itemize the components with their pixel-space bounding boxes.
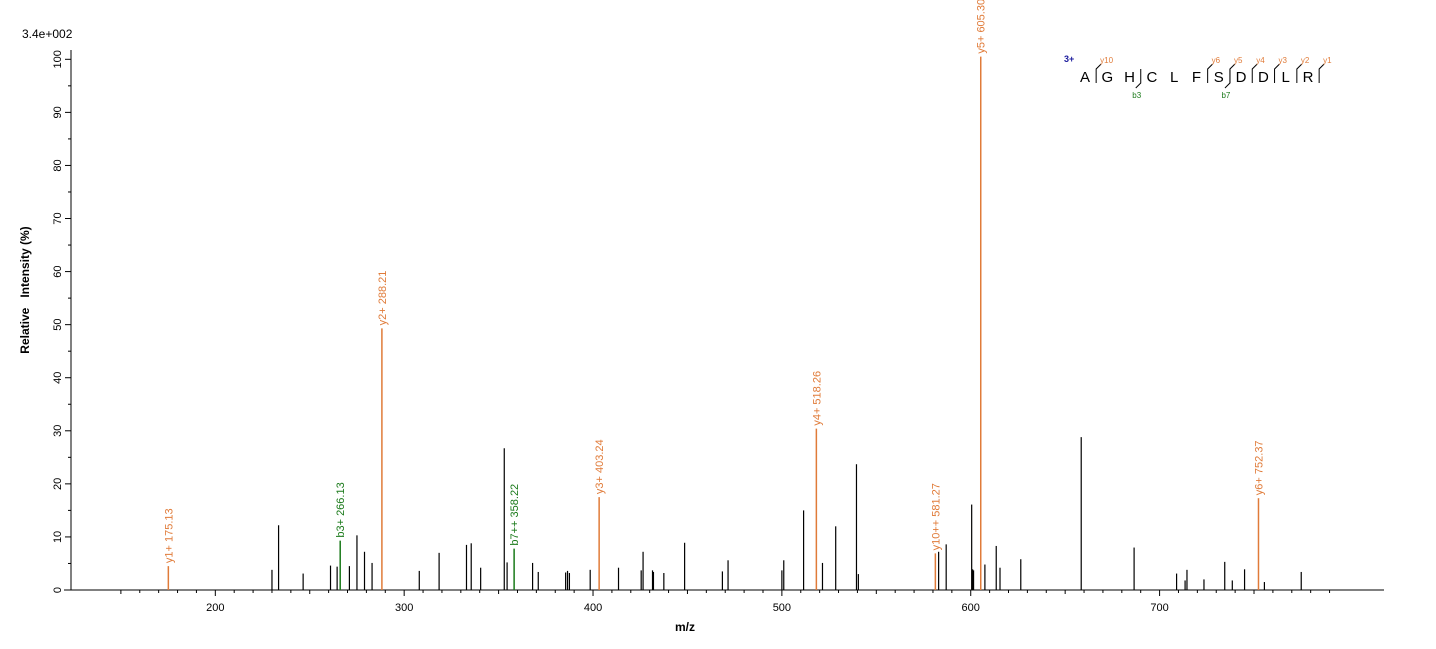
y-ion-label: y6 — [1212, 56, 1221, 65]
y-ion-label: y10 — [1100, 56, 1113, 65]
sequence-residue: L — [1282, 69, 1290, 86]
peak-label: y2+ 288.21 — [377, 271, 389, 326]
y-ion-bracket — [1296, 63, 1303, 83]
peak-label: y3+ 403.24 — [594, 439, 606, 494]
sequence-residue: D — [1236, 69, 1247, 86]
y-ion-bracket — [1251, 63, 1258, 83]
y-ion-label: y4 — [1256, 56, 1265, 65]
peak-label: y1+ 175.13 — [163, 508, 175, 563]
peak-label: y6+ 752.37 — [1253, 440, 1265, 495]
y-ion-bracket — [1095, 63, 1102, 83]
y-ion-label: y1 — [1323, 56, 1332, 65]
peak-label: y10++ 581.27 — [930, 483, 942, 550]
b-ion-label: b3 — [1132, 91, 1141, 100]
y-ion-bracket — [1274, 63, 1280, 83]
y-tick-label: 60 — [52, 265, 64, 277]
x-tick-label: 300 — [395, 602, 413, 614]
peak-label: b7++ 358.22 — [509, 484, 521, 546]
peak-label: y5+ 605.30 — [976, 0, 988, 54]
sequence-residue: D — [1258, 69, 1269, 86]
y-tick-label: 0 — [52, 587, 64, 593]
y-tick-label: 20 — [52, 478, 64, 490]
y-tick-label: 80 — [52, 159, 64, 171]
y-tick-label: 40 — [52, 372, 64, 384]
y-ion-bracket — [1318, 63, 1325, 83]
x-tick-label: 600 — [962, 602, 980, 614]
x-tick-label: 200 — [206, 602, 224, 614]
sequence-residue: C — [1146, 69, 1157, 86]
sequence-residue: A — [1080, 69, 1090, 86]
y-ion-bracket — [1207, 63, 1214, 83]
x-tick-label: 700 — [1150, 602, 1168, 614]
axes: 200 300 400 500 600 700 0 10 20 30 40 50 60 70 80 90 100 — [52, 50, 1384, 614]
x-axis-title: m/z — [675, 620, 695, 634]
y-tick-label: 90 — [52, 106, 64, 118]
peak-label: y4+ 518.26 — [811, 371, 823, 426]
peak-label: b3+ 266.13 — [335, 482, 347, 537]
y-ion-bracket — [1229, 63, 1236, 83]
labeled-peaks: y1+ 175.13 b3+ 266.13 y2+ 288.21 b7++ 358.2… — [163, 0, 1265, 590]
y-tick-label: 100 — [52, 50, 64, 68]
y-ion-label: y5 — [1234, 56, 1243, 65]
peaks — [271, 437, 1302, 590]
y-tick-label: 50 — [52, 319, 64, 331]
sequence-residue: S — [1214, 69, 1224, 86]
intensity-scale-label: 3.4e+002 — [22, 27, 73, 41]
x-tick-label: 500 — [773, 602, 791, 614]
b-ion-label: b7 — [1221, 91, 1230, 100]
charge-state: 3+ — [1064, 54, 1074, 64]
sequence-residue: R — [1303, 69, 1314, 86]
x-tick-label: 400 — [584, 602, 602, 614]
sequence-residue: H — [1124, 69, 1135, 86]
y-ion-label: y2 — [1301, 56, 1310, 65]
y-ion-label: y3 — [1279, 56, 1288, 65]
y-tick-label: 30 — [52, 425, 64, 437]
b-ion-bracket — [1135, 69, 1142, 89]
sequence-residue: L — [1170, 69, 1178, 86]
y-tick-label: 70 — [52, 212, 64, 224]
y-axis-title: Relative Intensity (%) — [18, 226, 32, 353]
sequence-residue: G — [1101, 69, 1113, 86]
sequence-residue: F — [1192, 69, 1201, 86]
y-tick-label: 10 — [52, 531, 64, 543]
b-ion-bracket — [1224, 69, 1231, 89]
